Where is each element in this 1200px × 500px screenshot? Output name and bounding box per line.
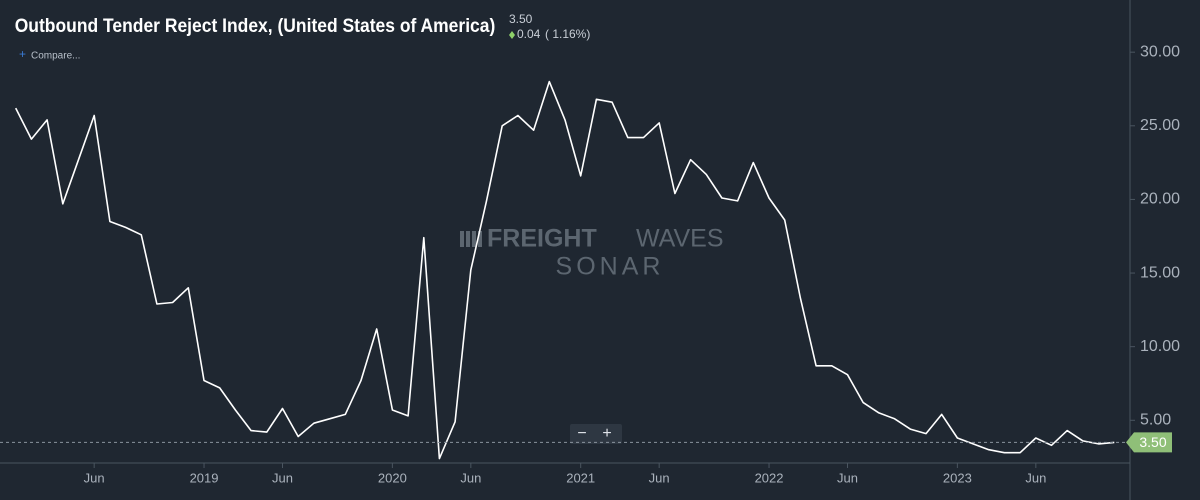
current-value: 3.50 (509, 12, 533, 26)
chart-title: Outbound Tender Reject Index, (United St… (15, 14, 496, 36)
x-tick-label: 2023 (943, 470, 972, 485)
x-tick-label: Jun (1025, 470, 1046, 485)
current-value-badge (1126, 432, 1172, 453)
watermark-product: SONAR (556, 253, 665, 281)
watermark-brand-light: WAVES (636, 225, 724, 253)
change-percent: ( 1.16%) (545, 27, 590, 41)
current-value-badge-label: 3.50 (1139, 434, 1166, 450)
x-tick-label: Jun (272, 470, 293, 485)
zoom-controls: − + (570, 424, 622, 444)
x-tick-label: Jun (837, 470, 858, 485)
x-tick-label: 2019 (190, 470, 219, 485)
y-tick-label: 30.00 (1140, 43, 1180, 60)
x-tick-label: Jun (460, 470, 481, 485)
y-tick-label: 5.00 (1140, 412, 1171, 429)
y-tick-label: 25.00 (1140, 117, 1180, 134)
compare-icon[interactable]: + (19, 47, 26, 61)
change-value: 0.04 (517, 27, 541, 41)
y-tick-label: 10.00 (1140, 338, 1180, 355)
data-line (14, 80, 1115, 460)
zoom-out[interactable]: − (577, 425, 586, 442)
watermark-brand: FREIGHT (487, 225, 597, 253)
zoom-in[interactable]: + (602, 425, 611, 442)
x-tick-label: Jun (84, 470, 105, 485)
zoom-background (570, 424, 622, 444)
change-arrow (509, 31, 515, 39)
x-tick-label: 2021 (566, 470, 595, 485)
y-tick-label: 20.00 (1140, 191, 1180, 208)
x-tick-label: 2022 (755, 470, 784, 485)
watermark-logo (460, 231, 482, 247)
x-tick-label: 2020 (378, 470, 407, 485)
compare-button[interactable]: Compare... (31, 51, 80, 62)
y-tick-label: 15.00 (1140, 264, 1180, 281)
x-tick-label: Jun (649, 470, 670, 485)
